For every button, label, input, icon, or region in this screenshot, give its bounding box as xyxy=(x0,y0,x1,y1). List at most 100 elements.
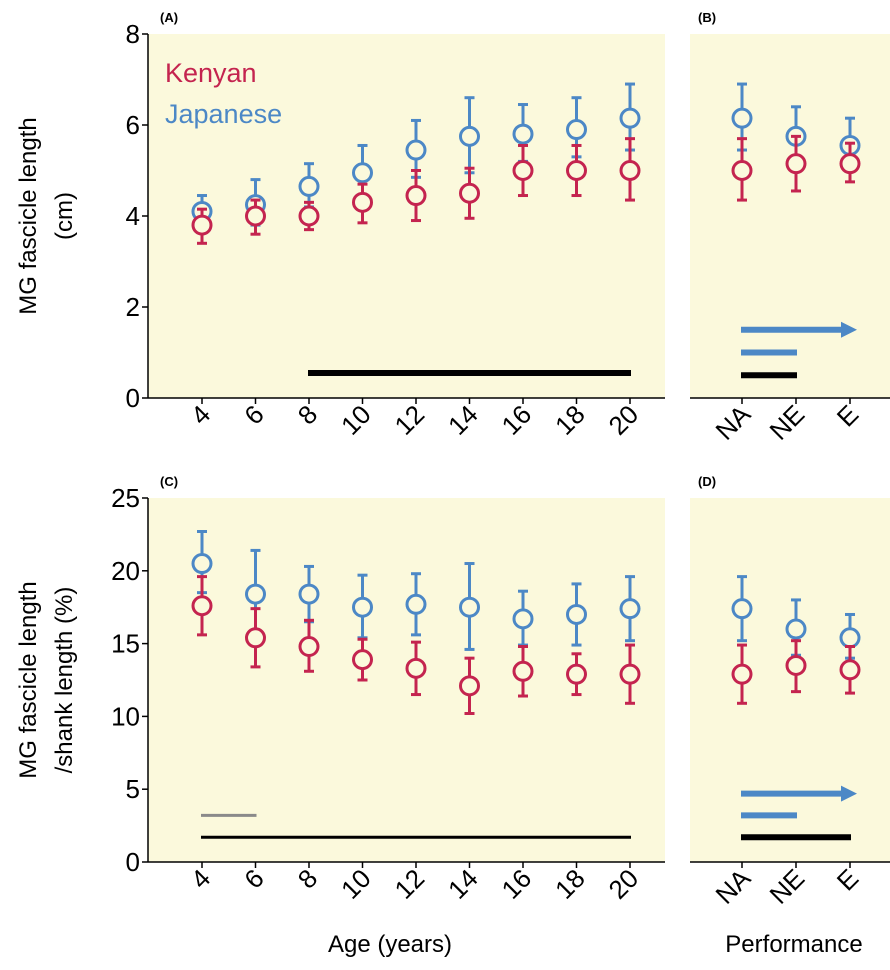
kenyan-point xyxy=(619,663,641,685)
x-axis-title-age: Age (years) xyxy=(328,931,452,958)
japanese-point xyxy=(566,603,587,625)
japanese-point xyxy=(566,119,587,141)
y-tick-label: 10 xyxy=(111,701,140,731)
x-tick-label: 18 xyxy=(549,399,591,441)
y-tick-label: 8 xyxy=(126,19,140,49)
japanese-point xyxy=(785,618,807,640)
x-tick-label: E xyxy=(831,863,864,896)
kenyan-point xyxy=(785,153,807,175)
kenyan-point xyxy=(512,660,534,682)
x-tick-label: 20 xyxy=(603,399,645,441)
x-tick-label: E xyxy=(831,399,864,432)
kenyan-point xyxy=(191,214,213,236)
kenyan-point xyxy=(731,663,753,685)
y-axis-title: MG fascicle length xyxy=(15,117,42,314)
trend-arrow-head xyxy=(841,785,857,802)
x-tick-label: 8 xyxy=(292,863,323,894)
x-tick-label: 4 xyxy=(185,863,216,894)
japanese-point xyxy=(405,139,427,161)
plot-background xyxy=(148,498,665,862)
japanese-point xyxy=(191,553,213,575)
x-tick-label: NA xyxy=(709,399,756,446)
japanese-point xyxy=(619,598,641,620)
y-tick-label: 0 xyxy=(126,383,140,413)
kenyan-point xyxy=(191,595,213,617)
x-tick-label: NE xyxy=(763,863,810,910)
x-tick-label: 20 xyxy=(603,863,645,905)
y-tick-label: 5 xyxy=(126,774,140,804)
kenyan-point xyxy=(245,627,266,649)
panel-letter: (A) xyxy=(160,10,178,25)
japanese-point xyxy=(352,162,373,184)
kenyan-point xyxy=(459,675,480,697)
kenyan-point xyxy=(405,185,427,207)
kenyan-point xyxy=(512,160,534,181)
plot-background xyxy=(148,34,665,398)
plot-background xyxy=(690,498,890,862)
japanese-point xyxy=(405,593,427,615)
trend-arrow-head xyxy=(841,321,857,338)
x-tick-label: 14 xyxy=(442,863,484,905)
y-tick-label: 4 xyxy=(126,201,140,231)
legend-japanese: Japanese xyxy=(165,99,282,129)
x-tick-label: 10 xyxy=(335,399,377,441)
x-tick-label: 8 xyxy=(292,399,323,430)
japanese-point xyxy=(298,583,320,605)
y-axis-title-2: (cm) xyxy=(51,192,78,240)
kenyan-point xyxy=(459,182,480,204)
kenyan-point xyxy=(566,663,587,685)
kenyan-point xyxy=(839,153,861,175)
panel-c: 0 5 10 15 20 25 MG fascicle length/shank lengt… xyxy=(15,474,665,905)
japanese-point xyxy=(245,583,266,605)
kenyan-point xyxy=(619,160,641,181)
x-tick-label: 10 xyxy=(335,863,377,905)
kenyan-point xyxy=(785,654,807,676)
kenyan-point xyxy=(245,205,266,227)
kenyan-point xyxy=(352,649,373,671)
plot-background xyxy=(690,34,890,398)
japanese-point xyxy=(839,627,861,649)
y-tick-label: 25 xyxy=(111,483,140,513)
y-tick-label: 20 xyxy=(111,556,140,586)
kenyan-point xyxy=(839,659,861,681)
panel-d: (D) NA NE E xyxy=(690,474,890,910)
y-tick-label: 2 xyxy=(126,292,140,322)
x-tick-label: NE xyxy=(763,399,810,446)
x-axis-title-performance: Performance xyxy=(725,931,862,958)
y-axis-title: MG fascicle length xyxy=(15,581,42,778)
japanese-point xyxy=(352,596,373,618)
x-tick-label: 4 xyxy=(185,399,216,430)
panel-b: (B) NA NE E xyxy=(690,10,890,446)
japanese-point xyxy=(731,598,753,620)
japanese-point xyxy=(459,125,480,147)
x-tick-label: 6 xyxy=(238,399,269,430)
japanese-point xyxy=(459,596,480,618)
x-tick-label: 14 xyxy=(442,399,484,441)
panel-letter: (B) xyxy=(698,10,716,25)
y-tick-label: 6 xyxy=(126,110,140,140)
japanese-point xyxy=(731,107,753,129)
kenyan-point xyxy=(566,160,587,181)
y-tick-label: 0 xyxy=(126,847,140,877)
x-tick-label: 12 xyxy=(389,863,431,905)
kenyan-point xyxy=(405,657,427,679)
kenyan-point xyxy=(731,160,753,181)
y-axis-title-2: /shank length (%) xyxy=(51,587,78,774)
kenyan-point xyxy=(352,191,373,213)
x-tick-label: 6 xyxy=(238,863,269,894)
panel-letter: (C) xyxy=(160,474,178,489)
panel-letter: (D) xyxy=(698,474,716,489)
japanese-point xyxy=(298,175,320,197)
x-tick-label: NA xyxy=(709,863,756,910)
legend-kenyan: Kenyan xyxy=(165,58,257,88)
x-tick-label: 12 xyxy=(389,399,431,441)
japanese-point xyxy=(619,107,641,129)
x-tick-label: 18 xyxy=(549,863,591,905)
x-tick-label: 16 xyxy=(496,399,538,441)
japanese-point xyxy=(512,123,534,145)
y-tick-label: 15 xyxy=(111,629,140,659)
japanese-point xyxy=(512,608,534,630)
kenyan-point xyxy=(298,205,320,227)
